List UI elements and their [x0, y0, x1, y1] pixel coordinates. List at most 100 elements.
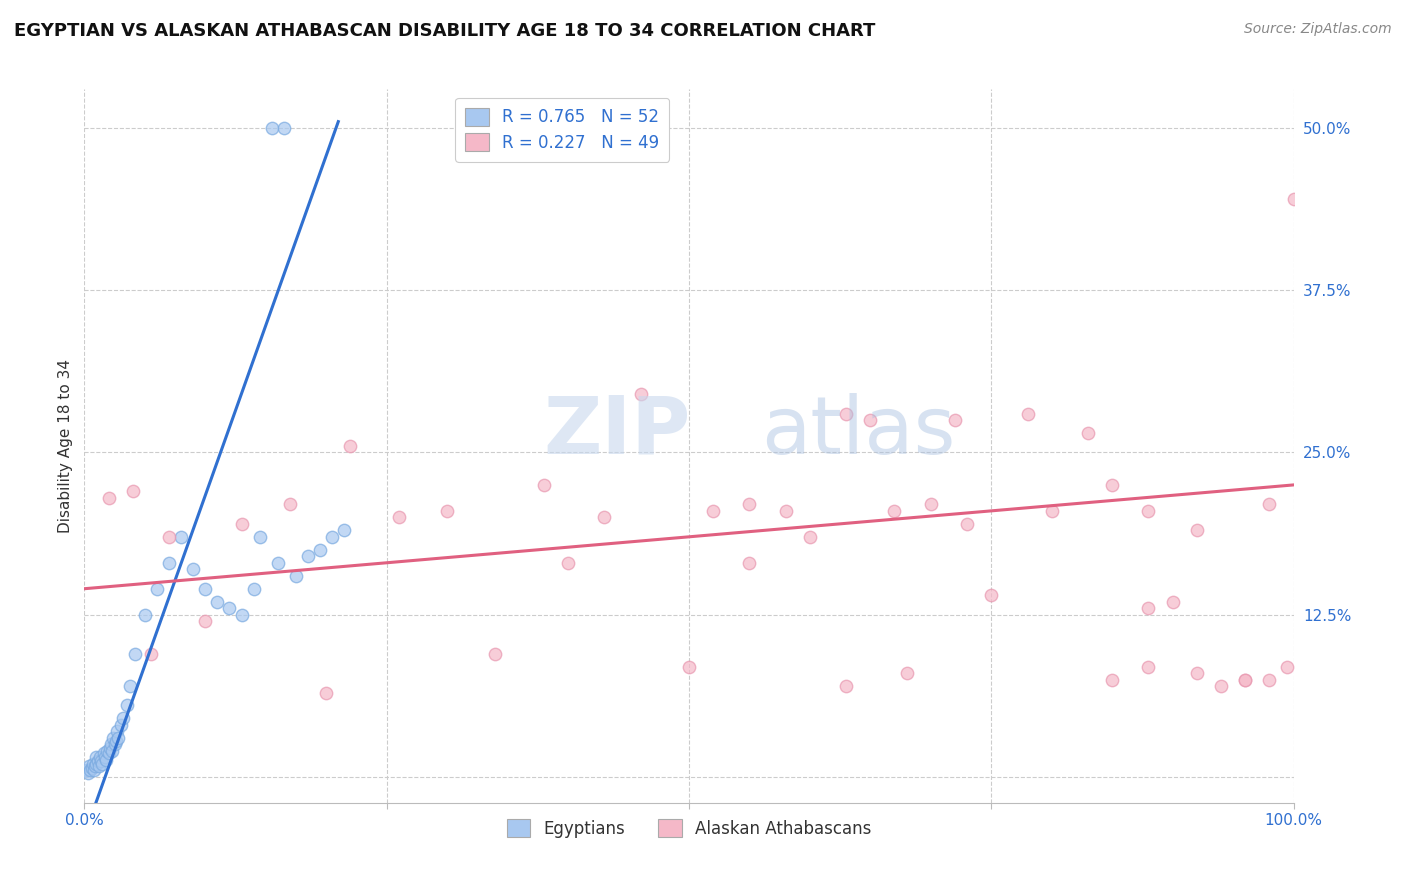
Point	[218, 601, 240, 615]
Point	[86, 756, 108, 771]
Point	[105, 724, 128, 739]
Point	[260, 121, 283, 136]
Point	[315, 685, 337, 699]
Point	[89, 750, 111, 764]
Point	[339, 439, 361, 453]
Point	[139, 647, 162, 661]
Point	[1258, 497, 1281, 511]
Point	[249, 530, 271, 544]
Point	[920, 497, 942, 511]
Point	[297, 549, 319, 564]
Point	[484, 647, 506, 661]
Point	[1077, 425, 1099, 440]
Point	[86, 750, 108, 764]
Point	[593, 510, 616, 524]
Point	[94, 753, 117, 767]
Point	[77, 766, 100, 780]
Point	[956, 516, 979, 531]
Point	[79, 764, 101, 778]
Point	[115, 698, 138, 713]
Point	[134, 607, 156, 622]
Point	[86, 754, 108, 768]
Text: EGYPTIAN VS ALASKAN ATHABASCAN DISABILITY AGE 18 TO 34 CORRELATION CHART: EGYPTIAN VS ALASKAN ATHABASCAN DISABILIT…	[14, 22, 876, 40]
Point	[278, 497, 301, 511]
Point	[1234, 673, 1257, 687]
Point	[1185, 666, 1208, 681]
Point	[112, 711, 135, 725]
Point	[100, 738, 122, 752]
Text: Source: ZipAtlas.com: Source: ZipAtlas.com	[1244, 22, 1392, 37]
Point	[533, 478, 555, 492]
Point	[146, 582, 169, 596]
Point	[273, 121, 295, 136]
Point	[702, 504, 724, 518]
Point	[1209, 679, 1232, 693]
Point	[82, 756, 104, 771]
Point	[883, 504, 905, 518]
Point	[1137, 504, 1160, 518]
Point	[1185, 524, 1208, 538]
Point	[835, 407, 858, 421]
Point	[181, 562, 204, 576]
Point	[285, 568, 308, 582]
Point	[77, 759, 100, 773]
Point	[98, 741, 121, 756]
Point	[96, 744, 118, 758]
Point	[194, 582, 217, 596]
Point	[267, 556, 290, 570]
Point	[104, 738, 127, 752]
Point	[738, 556, 761, 570]
Point	[1137, 601, 1160, 615]
Point	[859, 413, 882, 427]
Point	[835, 679, 858, 693]
Point	[557, 556, 579, 570]
Point	[738, 497, 761, 511]
Point	[1282, 193, 1305, 207]
Point	[170, 530, 193, 544]
Point	[321, 530, 343, 544]
Point	[97, 747, 120, 761]
Point	[980, 588, 1002, 602]
Point	[309, 542, 332, 557]
Point	[799, 530, 821, 544]
Point	[1277, 659, 1299, 673]
Y-axis label: Disability Age 18 to 34: Disability Age 18 to 34	[58, 359, 73, 533]
Point	[1101, 673, 1123, 687]
Point	[678, 659, 700, 673]
Point	[94, 750, 117, 764]
Point	[124, 647, 146, 661]
Point	[104, 733, 127, 747]
Point	[103, 731, 125, 745]
Point	[896, 666, 918, 681]
Point	[91, 756, 114, 771]
Point	[101, 744, 124, 758]
Point	[207, 595, 229, 609]
Point	[231, 516, 253, 531]
Point	[87, 759, 110, 773]
Point	[97, 491, 120, 505]
Point	[107, 731, 129, 745]
Point	[943, 413, 966, 427]
Legend: Egyptians, Alaskan Athabascans: Egyptians, Alaskan Athabascans	[501, 813, 877, 845]
Point	[80, 761, 103, 775]
Point	[436, 504, 458, 518]
Text: atlas: atlas	[762, 392, 956, 471]
Point	[1258, 673, 1281, 687]
Point	[93, 747, 115, 761]
Point	[157, 530, 180, 544]
Point	[120, 679, 142, 693]
Point	[194, 614, 217, 628]
Point	[1040, 504, 1063, 518]
Point	[157, 556, 180, 570]
Point	[121, 484, 143, 499]
Point	[83, 764, 105, 778]
Point	[231, 607, 253, 622]
Point	[1161, 595, 1184, 609]
Point	[90, 754, 112, 768]
Point	[84, 759, 107, 773]
Point	[388, 510, 411, 524]
Point	[1137, 659, 1160, 673]
Point	[630, 387, 652, 401]
Point	[76, 764, 98, 778]
Point	[333, 524, 356, 538]
